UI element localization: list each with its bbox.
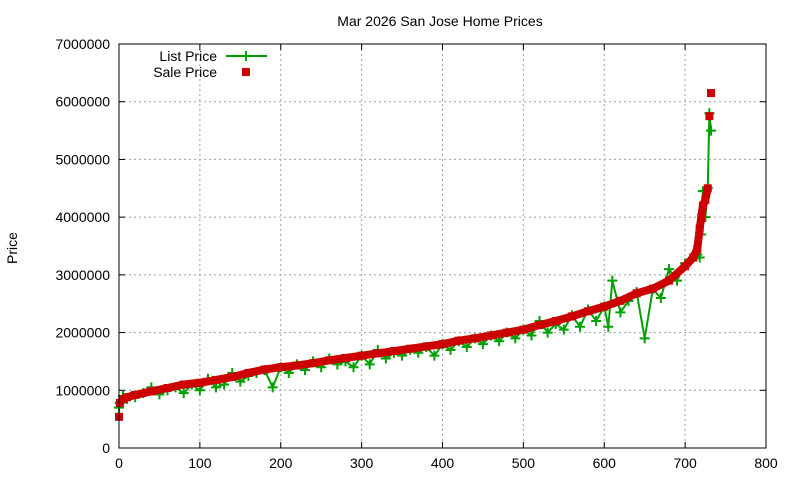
sale-price-point: [705, 112, 714, 121]
marks: [114, 89, 717, 421]
list-price-point: [348, 362, 359, 373]
list-price-point: [461, 342, 472, 352]
sale-price-point: [632, 289, 641, 298]
list-price-point: [603, 321, 614, 332]
sale-price-point: [131, 390, 140, 399]
sale-price-point: [551, 317, 560, 326]
list-price-point: [615, 307, 626, 318]
legend-label-sale-price: Sale Price: [153, 64, 217, 80]
x-tick-label: 600: [593, 455, 617, 471]
sale-price-point: [503, 328, 512, 337]
sale-price-point: [697, 213, 706, 222]
ticks: 0 100 200 300 400 500 600 700 800 0 1000000 2000000…: [55, 36, 777, 471]
chart-title: Mar 2026 San Jose Home Prices: [337, 13, 542, 29]
sale-price-point: [325, 356, 334, 365]
grid: [119, 44, 766, 448]
sale-price-point: [373, 349, 382, 358]
list-price-point: [445, 344, 456, 355]
x-tick-label: 0: [115, 455, 123, 471]
x-tick-label: 300: [350, 455, 374, 471]
sale-price-point: [681, 262, 690, 271]
sale-price-point: [664, 276, 673, 285]
sale-price-point: [212, 375, 221, 384]
y-tick-label: 6000000: [55, 94, 110, 110]
sale-price-band: [116, 187, 712, 406]
sale-price-point: [119, 394, 128, 403]
legend-label-list-price: List Price: [159, 48, 217, 64]
sale-price-point: [115, 398, 124, 407]
sale-price-point: [147, 387, 156, 396]
sale-price-point: [695, 224, 704, 233]
sale-price-point: [123, 393, 132, 402]
sale-price-point: [600, 302, 609, 311]
list-price-point: [574, 321, 585, 332]
list-price-point: [542, 327, 553, 338]
sale-price-point: [703, 184, 712, 193]
y-tick-label: 1000000: [55, 382, 110, 398]
sale-price-point: [519, 325, 528, 334]
y-tick-label: 7000000: [55, 36, 110, 52]
y-tick-label: 3000000: [55, 267, 110, 283]
sale-price-point: [292, 361, 301, 370]
x-tick-label: 100: [188, 455, 212, 471]
list-price-point: [364, 359, 375, 370]
sale-price-point: [389, 347, 398, 356]
sale-price-point: [689, 253, 698, 262]
sale-price-point: [244, 368, 253, 377]
sale-price-point: [701, 195, 710, 204]
list-price-point: [706, 125, 717, 136]
sale-price-point: [487, 331, 496, 340]
sale-price-point: [228, 373, 237, 382]
x-tick-label: 400: [431, 455, 455, 471]
list-price-point: [178, 388, 189, 399]
list-price-point: [526, 330, 537, 341]
sale-price-point: [357, 351, 366, 360]
sale-price-point: [470, 334, 479, 343]
legend: List Price Sale Price: [153, 48, 267, 80]
sale-price-point: [163, 383, 172, 392]
y-tick-label: 2000000: [55, 325, 110, 341]
y-tick-label: 0: [102, 440, 110, 456]
sale-price-point: [693, 244, 702, 253]
x-tick-label: 700: [673, 455, 697, 471]
y-axis-label: Price: [4, 232, 20, 264]
y-tick-label: 4000000: [55, 209, 110, 225]
list-price-point: [429, 350, 440, 361]
sale-price-point: [707, 89, 716, 98]
list-price-line: [118, 113, 713, 408]
sale-price-point: [438, 340, 447, 349]
sale-price-point: [584, 307, 593, 316]
sale-price-point: [616, 296, 625, 305]
sale-price-point: [567, 312, 576, 321]
x-tick-label: 200: [269, 455, 293, 471]
sale-price-point: [454, 336, 463, 345]
list-price-point: [194, 385, 205, 396]
list-price-point: [211, 382, 222, 393]
sale-price-point: [698, 201, 707, 210]
x-tick-label: 800: [754, 455, 778, 471]
list-price-point: [639, 333, 650, 344]
list-price-point: [607, 275, 618, 286]
y-tick-label: 5000000: [55, 151, 110, 167]
sale-price-point: [341, 353, 350, 362]
list-price-point: [267, 382, 278, 393]
x-tick-label: 500: [512, 455, 536, 471]
sale-price-point: [260, 365, 269, 374]
sale-price-point: [195, 378, 204, 387]
sale-price-point: [179, 380, 188, 389]
list-price-point: [663, 264, 674, 275]
sale-price-point: [535, 321, 544, 330]
sale-price-point: [309, 359, 318, 368]
list-price-point: [558, 324, 569, 335]
list-price-point: [655, 292, 666, 303]
plot-border: [118, 43, 767, 449]
sale-price-point: [276, 363, 285, 372]
sale-price-point: [648, 284, 657, 293]
sale-price-point: [406, 344, 415, 353]
legend-marker-sale-price: [242, 68, 250, 76]
sale-price-point: [422, 342, 431, 351]
list-price-point: [591, 316, 602, 327]
